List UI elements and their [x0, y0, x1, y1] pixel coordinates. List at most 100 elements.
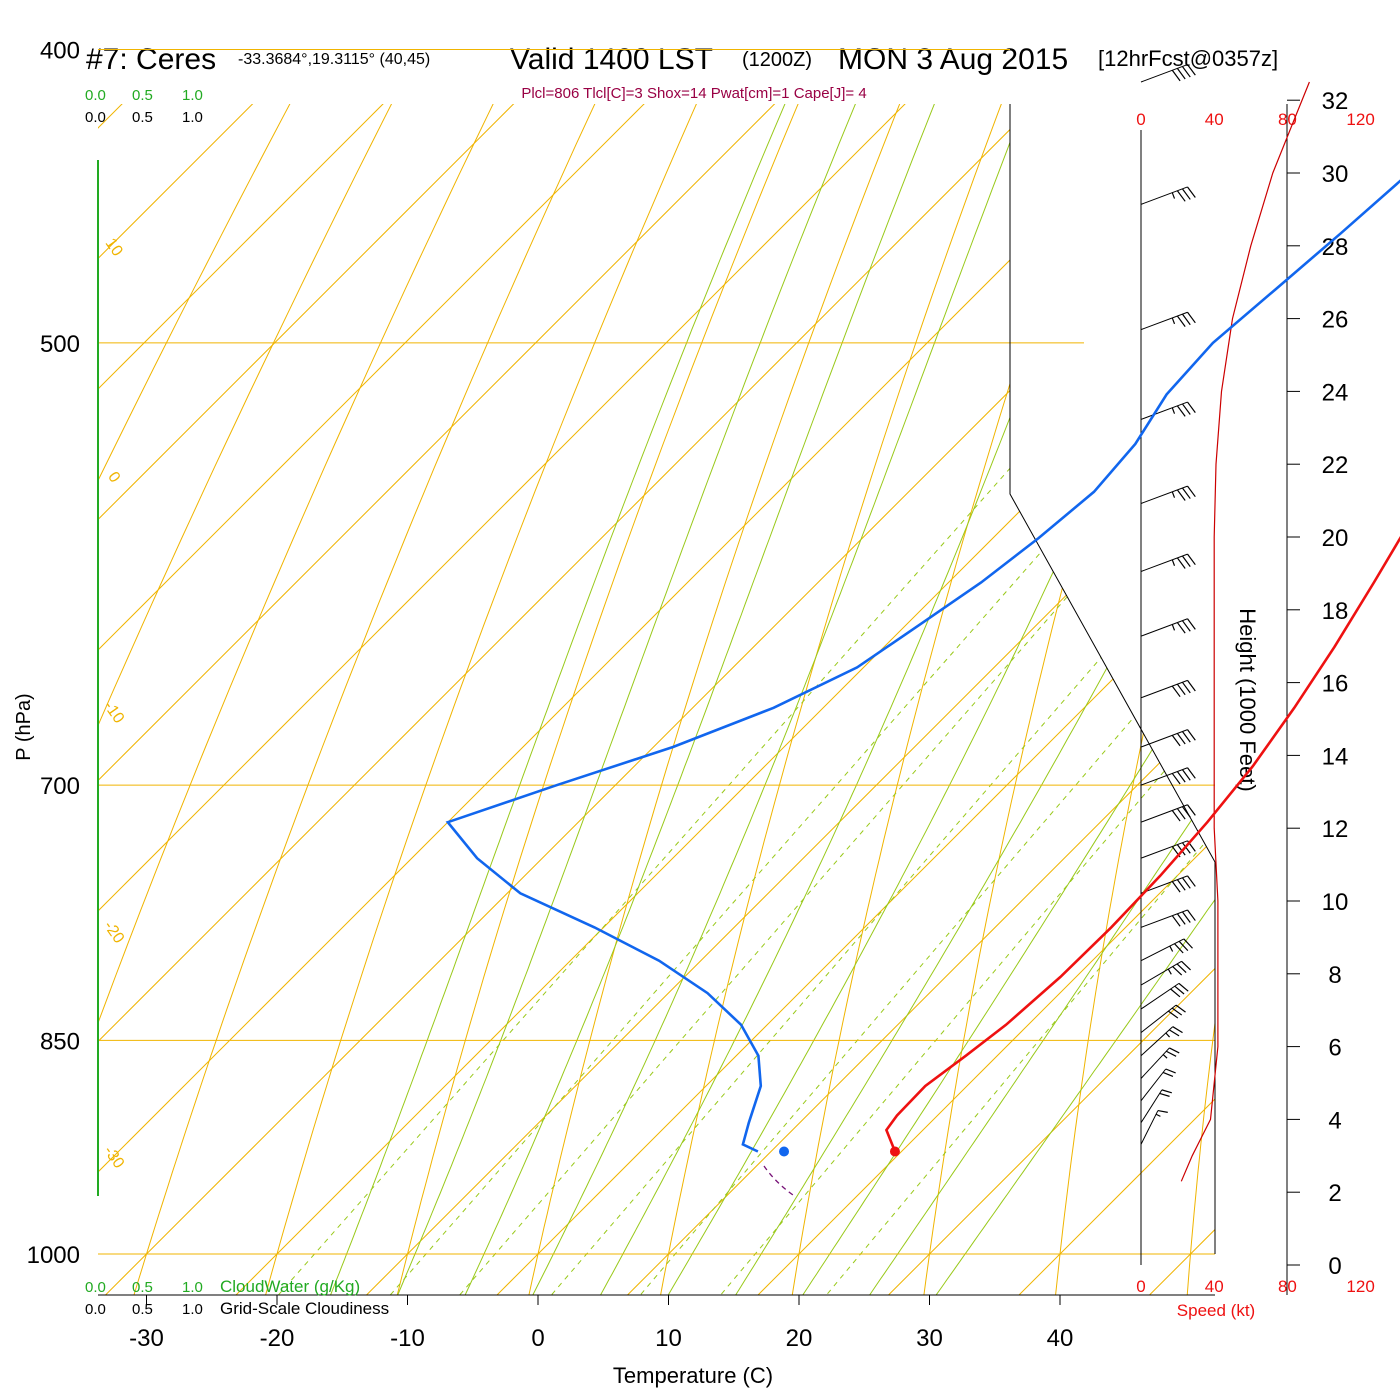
isotherm-label: -10 — [100, 698, 127, 727]
wind-barb-feather — [1176, 808, 1186, 820]
isotherm-label: 0 — [104, 469, 123, 486]
dry-adiabat — [1182, 104, 1215, 1295]
moist-adiabat — [501, 104, 1215, 1295]
wind-barb-staff — [1140, 938, 1185, 962]
mixing-ratio-line — [407, 104, 1215, 1295]
wind-barb — [1140, 64, 1196, 83]
wind-barb-feather — [1187, 767, 1196, 779]
pressure-tick-label: 850 — [40, 1028, 80, 1055]
moist-adiabat — [893, 104, 1215, 1295]
wind-barb-feather — [1187, 186, 1196, 198]
wind-barb-feather — [1169, 1047, 1180, 1054]
wind-barb — [1140, 767, 1196, 786]
isotherm — [98, 104, 1215, 1295]
cloud-bottom-tick: 1.0 — [182, 1279, 203, 1296]
wind-barb-feather — [1181, 806, 1191, 818]
mixing-ratio-label: 2 — [329, 1336, 350, 1355]
wind-barb-feather — [1176, 913, 1186, 925]
y-axis-label: P (hPa) — [13, 693, 35, 760]
isotherm — [98, 104, 849, 1295]
cloudiness-label: Grid-Scale Cloudiness — [220, 1299, 389, 1318]
isotherm-label-right: 20 — [1108, 631, 1146, 669]
wind-barb-staff — [1140, 1026, 1174, 1057]
wind-barb-feather — [1176, 963, 1187, 973]
isotherm-label: 10 — [102, 235, 126, 259]
wind-barb-feather — [1187, 618, 1196, 630]
title-coords: -33.3684°,19.3115° (40,45) — [238, 51, 430, 68]
wind-barb-staff — [1140, 618, 1188, 637]
wind-barb-feather — [1171, 810, 1181, 822]
wind-barb-feather — [1181, 403, 1191, 415]
wind-barb — [1140, 1068, 1176, 1102]
wind-barb-feather — [1181, 487, 1191, 499]
title-forecast: [12hrFcst@0357z] — [1098, 46, 1278, 71]
height-tick-label: 18 — [1322, 598, 1349, 625]
wind-barb-feather — [1181, 877, 1191, 889]
wind-barb — [1140, 729, 1196, 748]
wind-barb-half-feather — [1162, 1054, 1168, 1059]
height-tick-label: 32 — [1322, 88, 1349, 115]
dry-adiabat — [915, 104, 1215, 1295]
wind-barbs — [1140, 64, 1196, 1145]
wind-barb-feather — [1176, 190, 1186, 202]
wind-barb-feather — [1171, 685, 1181, 698]
wind-barb-staff — [1140, 679, 1188, 699]
wind-barb — [1140, 909, 1196, 928]
wind-barb — [1140, 960, 1191, 986]
wind-barb-staff — [1140, 311, 1188, 331]
wind-barb-feather — [1187, 64, 1196, 76]
wind-barb-staff — [1140, 840, 1188, 859]
wind-barb-feather — [1181, 769, 1191, 781]
isotherm — [98, 104, 1215, 1295]
wind-speed-profile — [1180, 81, 1310, 1182]
wind-barb-feather — [1172, 966, 1183, 976]
temperature-profile — [884, 535, 1400, 1152]
speed-tick-label-top: 40 — [1205, 110, 1224, 129]
wind-barb-half-feather — [1165, 1032, 1171, 1038]
wind-barb-staff — [1140, 729, 1188, 748]
wind-barb-feather — [1176, 405, 1186, 417]
height-tick-label: 22 — [1322, 452, 1349, 479]
wind-barb-half-feather — [1169, 945, 1174, 952]
wind-barb — [1140, 982, 1189, 1010]
moist-adiabat — [827, 104, 1215, 1295]
wind-barb-feather — [1181, 188, 1191, 200]
wind-barb-feather — [1171, 773, 1181, 785]
wind-barb-feather — [1170, 988, 1181, 998]
wind-barb-feather — [1176, 557, 1186, 569]
wind-barb-feather — [1174, 985, 1185, 995]
pressure-tick-label: 1000 — [27, 1242, 80, 1269]
mixing-ratio-label: 8 — [581, 1336, 602, 1355]
cloudiness-top-tick: 1.0 — [182, 109, 203, 126]
speed-axis-label: Speed (kt) — [1177, 1301, 1255, 1320]
x-tick-label: 10 — [655, 1325, 682, 1352]
height-tick-label: 0 — [1328, 1253, 1341, 1280]
cloud-scale-bottom: 0.0 0.5 1.0 CloudWater (g/Kg) 0.0 0.5 1.… — [85, 1277, 389, 1318]
mixing-ratio-line — [224, 104, 1215, 1295]
wind-barb-staff — [1140, 960, 1182, 986]
wind-barb-half-feather — [1155, 1113, 1161, 1117]
moist-adiabat — [697, 104, 1215, 1295]
wind-barb-staff — [1140, 186, 1188, 205]
dewpoint-profile — [445, 179, 1400, 1153]
wind-barb-feather — [1176, 879, 1186, 891]
x-tick-label: 0 — [531, 1325, 544, 1352]
dry-adiabat — [782, 104, 1215, 1295]
mixing-ratio-line — [499, 104, 1215, 1295]
height-tick-label: 4 — [1328, 1107, 1341, 1134]
wind-barb-half-feather — [1171, 491, 1176, 498]
moist-adiabat — [632, 104, 1215, 1295]
isotherm — [98, 104, 1215, 1295]
wind-barb-feather — [1171, 69, 1181, 82]
wind-barb-half-feather — [1167, 968, 1172, 975]
mixing-ratio-label: 1 — [217, 1336, 238, 1355]
wind-barb-feather — [1181, 313, 1191, 326]
wind-barb — [1140, 804, 1196, 823]
title-valid: Valid 1400 LST — [510, 43, 713, 76]
wind-barb — [1140, 186, 1196, 205]
x-axis-ticks: -30 -20 -10 0 10 20 30 40 — [129, 1295, 1073, 1352]
dry-adiabat — [248, 104, 1048, 1295]
wind-barb-feather — [1183, 938, 1193, 949]
